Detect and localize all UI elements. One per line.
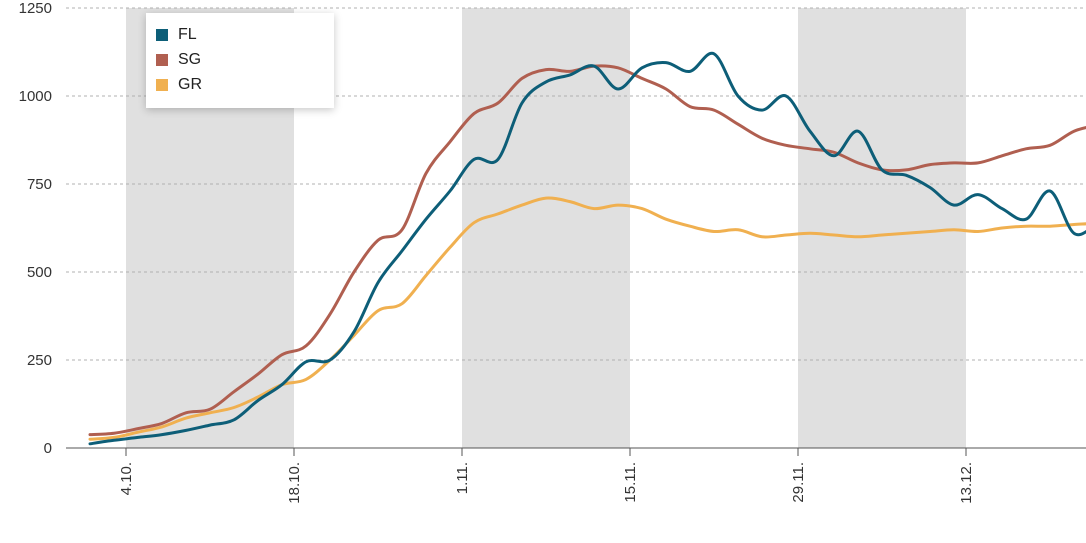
y-tick-label-750: 750	[27, 176, 52, 193]
series-line-sg	[88, 64, 1086, 437]
shaded-band-2	[798, 8, 966, 448]
shaded-band-1	[462, 8, 630, 448]
legend-item-fl: FL	[156, 24, 197, 46]
legend: FL SG GR	[146, 13, 334, 108]
y-tick-label-250: 250	[27, 352, 52, 369]
x-axis: 4.10. 18.10. 1.11. 15.11. 29.11. 13.12.	[66, 447, 1086, 504]
y-tick-label-0: 0	[44, 440, 52, 457]
legend-item-sg: SG	[156, 49, 201, 71]
legend-item-gr: GR	[156, 74, 202, 96]
y-tick-label-1000: 1000	[19, 88, 52, 105]
x-tick-label-1: 18.10.	[286, 462, 303, 504]
legend-swatch-gr	[156, 79, 168, 91]
x-tick-label-0: 4.10.	[118, 462, 135, 495]
legend-swatch-fl	[156, 29, 168, 41]
x-tick-label-2: 1.11.	[454, 462, 471, 494]
y-axis-ticks: 0 250 500 750 1000 1250	[19, 0, 52, 457]
legend-label-fl: FL	[178, 26, 197, 43]
series-lines	[88, 51, 1086, 446]
legend-swatch-sg	[156, 54, 168, 66]
x-tick-label-4: 29.11.	[790, 462, 807, 503]
legend-label-sg: SG	[178, 51, 202, 68]
x-tick-label-3: 15.11.	[622, 462, 639, 503]
y-tick-label-1250: 1250	[19, 0, 52, 17]
series-line-gr	[88, 196, 1086, 441]
x-tick-label-5: 13.12.	[958, 462, 975, 504]
y-tick-label-500: 500	[27, 264, 52, 281]
series-line-fl	[88, 51, 1086, 446]
legend-label-gr: GR	[178, 76, 202, 93]
